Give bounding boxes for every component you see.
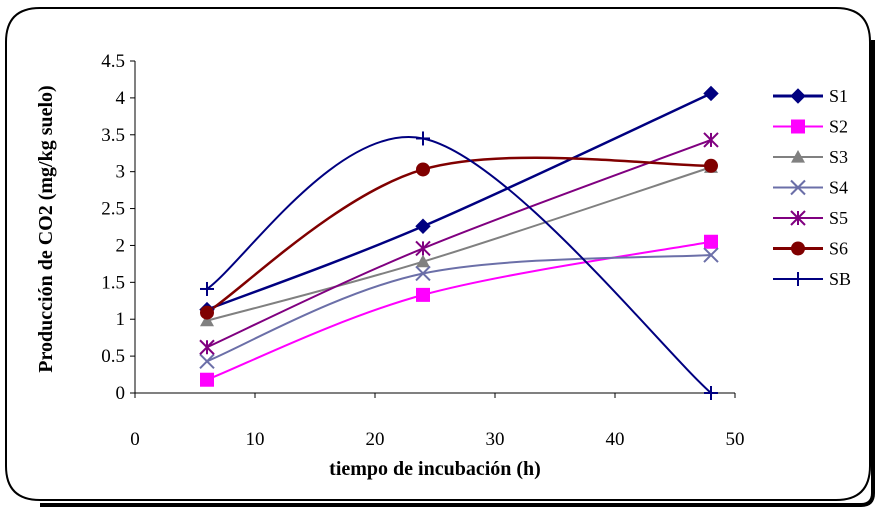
legend-label-s1: S1 (829, 86, 848, 106)
legend-marker-s2 (791, 119, 805, 134)
point-s1 (415, 218, 431, 234)
point-s6 (704, 158, 718, 173)
point-s2 (704, 234, 718, 249)
legend-marker-s5 (790, 210, 806, 226)
legend-label-s5: S5 (829, 208, 848, 228)
point-s5 (703, 132, 719, 148)
series-markers (199, 85, 719, 400)
x-tick-label: 30 (486, 429, 505, 450)
legend-marker-s6 (791, 241, 805, 256)
legend-label-s4: S4 (829, 178, 848, 198)
legend-marker-sb (791, 272, 805, 286)
plot-area: 0 0.5 1 1.5 2 2.5 3 3.5 4 4.5 0 10 20 30 40 50 (101, 51, 744, 450)
point-s5 (199, 339, 215, 355)
x-axis-title: tiempo de incubación (h) (329, 458, 541, 480)
y-tick-label: 3.5 (101, 125, 125, 146)
legend-marker-s4 (790, 179, 806, 196)
frame-shadow (40, 40, 875, 507)
point-sb (704, 386, 718, 400)
point-s3 (416, 254, 430, 268)
point-s2 (200, 372, 214, 387)
x-tick-label: 20 (366, 429, 385, 450)
point-sb (416, 131, 430, 146)
point-s6 (416, 162, 430, 177)
y-tick-label: 2.5 (101, 199, 125, 220)
legend-marker-s3 (791, 150, 805, 163)
legend-label-sb: SB (829, 269, 851, 289)
series-line-s3 (206, 166, 712, 322)
y-tick-label: 0.5 (101, 346, 125, 367)
y-tick-label: 1 (116, 309, 126, 330)
point-s1 (703, 85, 719, 102)
point-s5 (415, 240, 431, 257)
legend-label-s2: S2 (829, 117, 848, 137)
point-s4 (415, 265, 431, 282)
legend: S1 S2 S3 S4 S5 S6 SB (773, 86, 851, 289)
legend-label-s3: S3 (829, 147, 848, 167)
point-s2 (416, 287, 430, 302)
point-sb (200, 281, 214, 296)
point-s4 (703, 247, 719, 263)
point-s4 (199, 353, 215, 369)
x-tick-label: 40 (606, 429, 625, 450)
y-axis-title: Producción de CO2 (mg/kg suelo) (35, 85, 57, 372)
y-tick-label: 4 (116, 88, 126, 109)
y-tick-label: 2 (116, 235, 126, 256)
y-tick-label: 3 (116, 162, 126, 183)
chart-frame (5, 7, 871, 501)
point-s3 (200, 313, 214, 327)
x-tick-label: 0 (130, 429, 140, 450)
y-tick-label: 0 (116, 383, 126, 404)
x-tick-label: 50 (726, 429, 745, 450)
point-s6 (200, 305, 214, 320)
y-tick-label: 1.5 (101, 272, 125, 293)
legend-label-s6: S6 (829, 239, 848, 259)
y-tick-label: 4.5 (101, 51, 125, 72)
legend-marker-s1 (790, 88, 806, 104)
x-tick-label: 10 (246, 429, 265, 450)
